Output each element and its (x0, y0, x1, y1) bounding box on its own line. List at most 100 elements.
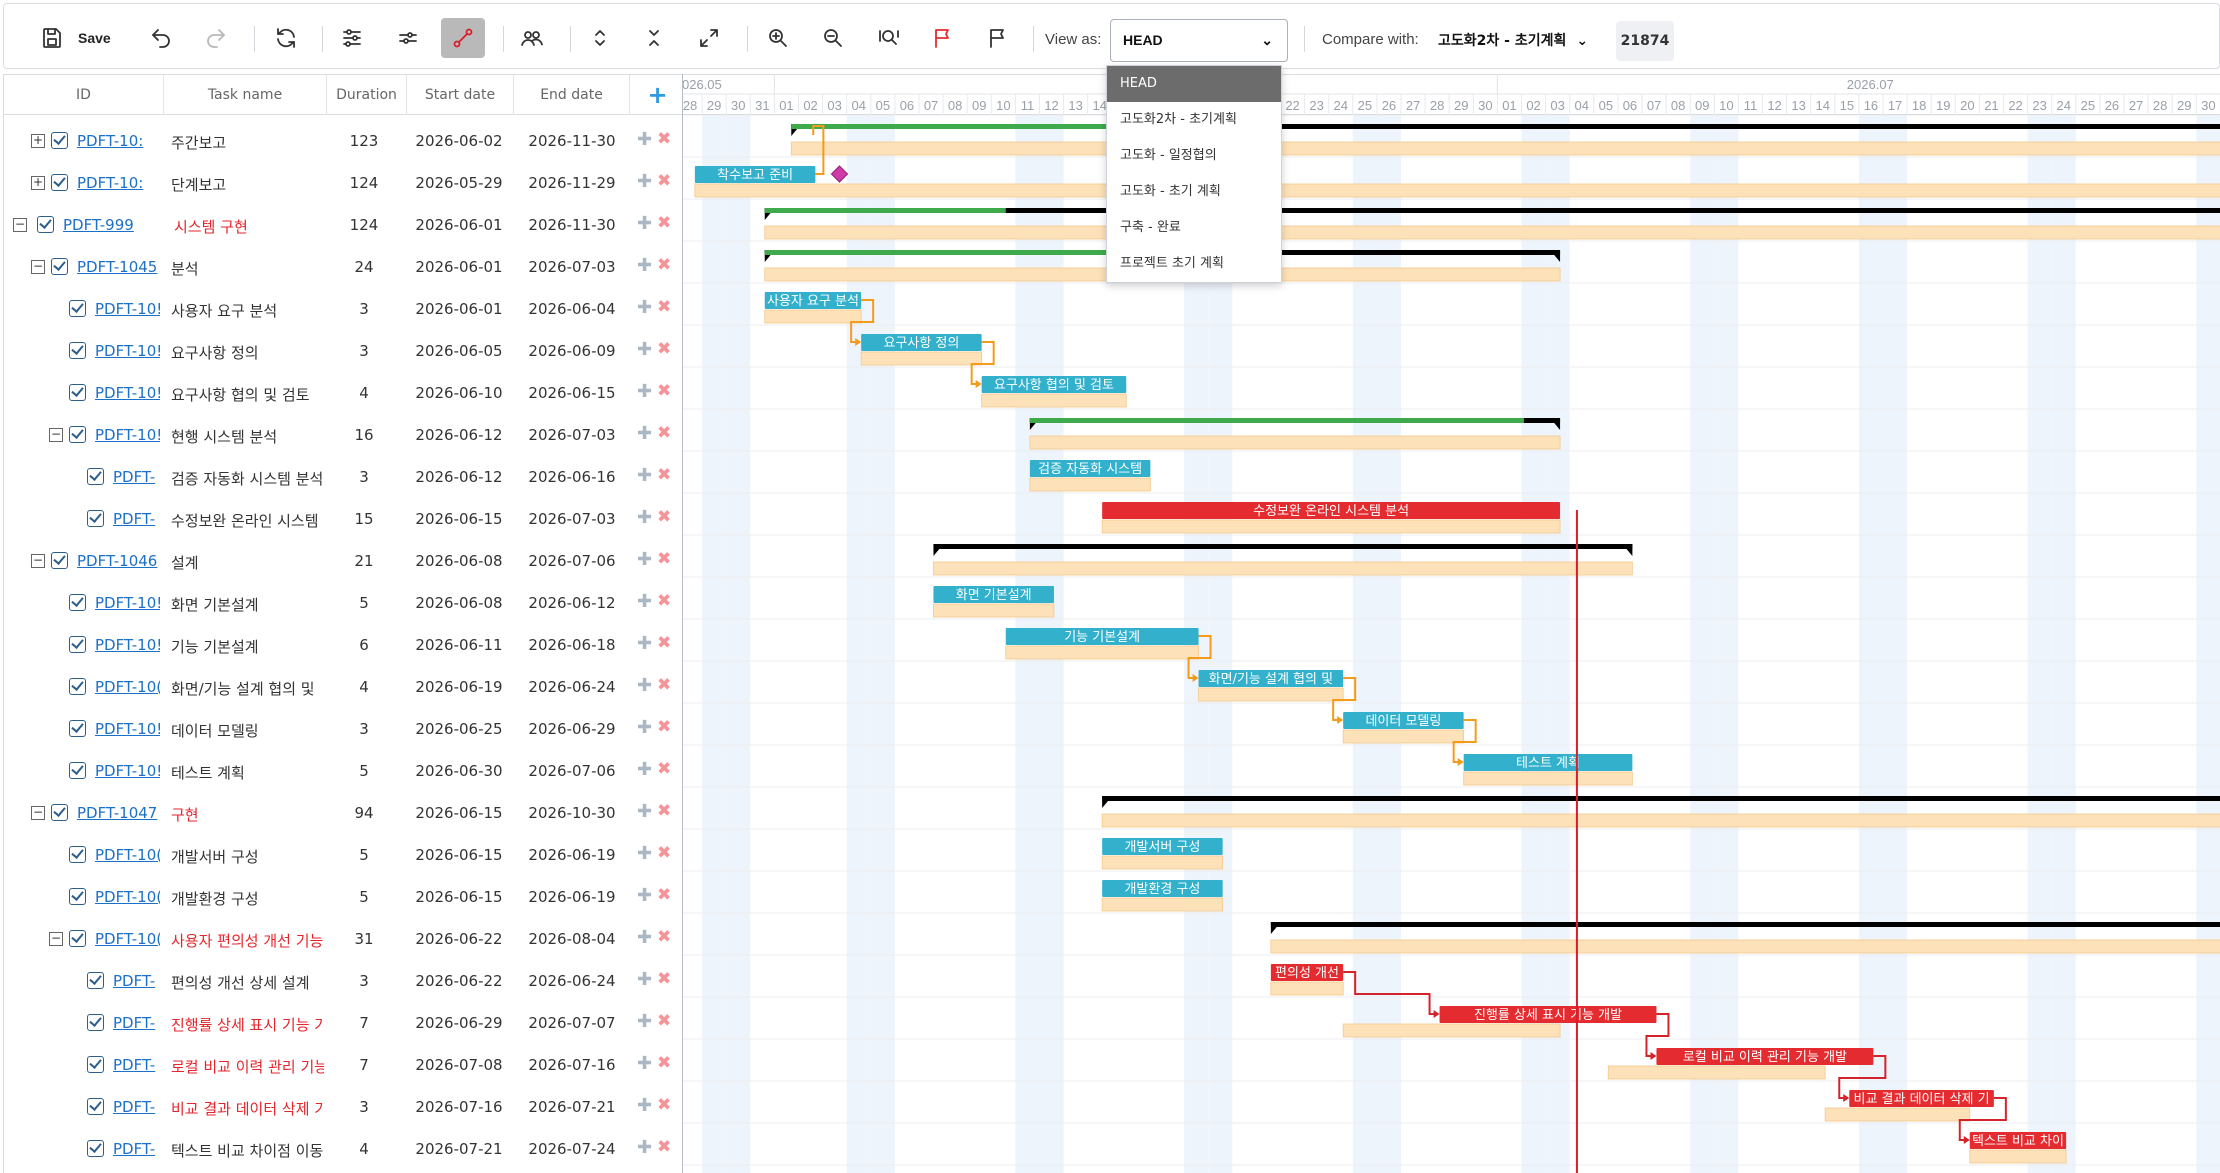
collapse-toggle[interactable]: − (49, 427, 63, 442)
task-id-link[interactable]: PDFT- (113, 468, 156, 486)
delete-task-button[interactable]: ✖ (657, 1137, 672, 1157)
delete-task-button[interactable]: ✖ (657, 969, 672, 989)
table-row[interactable]: PDFT-10! 요구사항 협의 및 검토 4 2026-06-10 2026-06-1… (4, 372, 685, 414)
grid-resizer[interactable] (682, 74, 683, 1173)
task-checkbox[interactable] (69, 342, 86, 359)
task-checkbox[interactable] (51, 174, 68, 191)
task-checkbox[interactable] (87, 1056, 104, 1073)
add-subtask-button[interactable]: ✚ (637, 549, 653, 570)
add-subtask-button[interactable]: ✚ (637, 759, 653, 780)
task-checkbox[interactable] (69, 300, 86, 317)
settings-sliders-button[interactable] (332, 18, 372, 58)
expand-toggle[interactable]: + (31, 133, 45, 148)
task-checkbox[interactable] (51, 552, 68, 569)
task-id-link[interactable]: PDFT- (113, 510, 156, 528)
add-subtask-button[interactable]: ✚ (637, 507, 653, 528)
add-subtask-button[interactable]: ✚ (637, 255, 653, 276)
task-checkbox[interactable] (51, 804, 68, 821)
view-as-option[interactable]: 프로젝트 초기 계획 (1120, 256, 1224, 271)
task-checkbox[interactable] (69, 930, 86, 947)
delete-task-button[interactable]: ✖ (657, 927, 672, 947)
critical-path-button[interactable] (441, 18, 485, 58)
task-id-link[interactable]: PDFT- (113, 972, 156, 990)
task-id-link[interactable]: PDFT-10! (95, 384, 160, 402)
add-subtask-button[interactable]: ✚ (637, 381, 653, 402)
collapse-toggle[interactable]: − (13, 217, 27, 232)
task-checkbox[interactable] (87, 468, 104, 485)
table-row[interactable]: − PDFT-10! 현행 시스템 분석 16 2026-06-12 2026-07-03… (4, 414, 685, 456)
zoom-in-button[interactable] (758, 18, 798, 58)
table-row[interactable]: − PDFT-1047 구현 94 2026-06-15 2026-10-30 ✚ ✖ (4, 792, 685, 834)
task-id-link[interactable]: PDFT-10! (95, 300, 160, 318)
task-id-link[interactable]: PDFT-10! (95, 762, 160, 780)
expand-all-button[interactable] (580, 18, 620, 58)
zoom-out-button[interactable] (813, 18, 853, 58)
task-id-link[interactable]: PDFT-10( (95, 846, 160, 864)
add-subtask-button[interactable]: ✚ (637, 423, 653, 444)
delete-task-button[interactable]: ✖ (657, 1053, 672, 1073)
compare-with-select[interactable]: 고도화2차 - 초기계획 ⌄ (1438, 30, 1588, 50)
table-row[interactable]: PDFT- 검증 자동화 시스템 분석 3 2026-06-12 2026-06-16 ✚… (4, 456, 685, 498)
add-subtask-button[interactable]: ✚ (637, 129, 653, 150)
view-as-select[interactable]: HEAD ⌄ (1110, 19, 1288, 62)
add-subtask-button[interactable]: ✚ (637, 927, 653, 948)
resources-button[interactable] (512, 18, 552, 58)
task-id-link[interactable]: PDFT-10! (95, 342, 160, 360)
table-row[interactable]: − PDFT-1045 분석 24 2026-06-01 2026-07-03 ✚ ✖ (4, 246, 685, 288)
task-checkbox[interactable] (51, 258, 68, 275)
add-subtask-button[interactable]: ✚ (637, 717, 653, 738)
collapse-all-button[interactable] (634, 18, 674, 58)
task-checkbox[interactable] (37, 216, 54, 233)
delete-task-button[interactable]: ✖ (657, 339, 672, 359)
table-row[interactable]: PDFT-10! 사용자 요구 분석 3 2026-06-01 2026-06-04 ✚ ✖ (4, 288, 685, 330)
collapse-toggle[interactable]: − (49, 931, 63, 946)
task-id-link[interactable]: PDFT- (113, 1098, 156, 1116)
task-id-link[interactable]: PDFT-1045 (77, 258, 158, 276)
delete-task-button[interactable]: ✖ (657, 549, 672, 569)
task-checkbox[interactable] (87, 1098, 104, 1115)
task-checkbox[interactable] (87, 510, 104, 527)
table-row[interactable]: PDFT-10(화면/기능 설계 협의 및 4 2026-06-19 2026-06-… (4, 666, 685, 708)
add-subtask-button[interactable]: ✚ (637, 1011, 653, 1032)
delete-task-button[interactable]: ✖ (657, 129, 672, 149)
view-as-option[interactable]: 고도화 - 일정협의 (1120, 148, 1217, 163)
table-row[interactable]: PDFT-10(개발서버 구성 5 2026-06-15 2026-06-19 ✚ ✖ (4, 834, 685, 876)
task-id-link[interactable]: PDFT-10( (95, 930, 160, 948)
column-header-start-date[interactable]: Start date (407, 75, 514, 115)
flag-button[interactable] (978, 18, 1018, 58)
table-row[interactable]: PDFT-10! 테스트 계획 5 2026-06-30 2026-07-06 ✚ ✖ (4, 750, 685, 792)
view-as-option[interactable]: 고도화2차 - 초기계획 (1120, 112, 1237, 127)
delete-task-button[interactable]: ✖ (657, 1011, 672, 1031)
delete-task-button[interactable]: ✖ (657, 255, 672, 275)
delete-task-button[interactable]: ✖ (657, 801, 672, 821)
delete-task-button[interactable]: ✖ (657, 633, 672, 653)
add-subtask-button[interactable]: ✚ (637, 339, 653, 360)
task-checkbox[interactable] (87, 1014, 104, 1031)
table-row[interactable]: PDFT- 로컬 비교 이력 관리 기능 7 2026-07-08 2026-07-16… (4, 1044, 685, 1086)
column-header-id[interactable]: ID (4, 75, 164, 115)
task-id-link[interactable]: PDFT-10( (95, 888, 160, 906)
table-row[interactable]: − PDFT-10(사용자 편의성 개선 기능 31 2026-06-22 2026-0… (4, 918, 685, 960)
table-row[interactable]: PDFT-10(개발환경 구성 5 2026-06-15 2026-06-19 ✚ ✖ (4, 876, 685, 918)
task-checkbox[interactable] (69, 384, 86, 401)
table-row[interactable]: PDFT-10! 기능 기본설계 6 2026-06-11 2026-06-18 ✚ ✖ (4, 624, 685, 666)
red-flag-button[interactable] (923, 18, 963, 58)
task-checkbox[interactable] (69, 762, 86, 779)
task-checkbox[interactable] (69, 636, 86, 653)
table-row[interactable]: + PDFT-10: 주간보고 123 2026-06-02 2026-11-30 ✚ ✖ (4, 120, 685, 162)
collapse-toggle[interactable]: − (31, 805, 45, 820)
column-header-end-date[interactable]: End date (514, 75, 630, 115)
filter-sliders-button[interactable] (388, 18, 428, 58)
zoom-fit-button[interactable] (868, 18, 908, 58)
delete-task-button[interactable]: ✖ (657, 465, 672, 485)
table-row[interactable]: PDFT-10! 화면 기본설계 5 2026-06-08 2026-06-12 ✚ ✖ (4, 582, 685, 624)
task-checkbox[interactable] (69, 846, 86, 863)
task-checkbox[interactable] (69, 426, 86, 443)
task-checkbox[interactable] (69, 720, 86, 737)
delete-task-button[interactable]: ✖ (657, 717, 672, 737)
table-row[interactable]: + PDFT-10: 단계보고 124 2026-05-29 2026-11-29 ✚ ✖ (4, 162, 685, 204)
add-subtask-button[interactable]: ✚ (637, 801, 653, 822)
table-row[interactable]: PDFT-10! 데이터 모델링 3 2026-06-25 2026-06-29 ✚ ✖ (4, 708, 685, 750)
table-row[interactable]: − PDFT-999 시스템 구현 124 2026-06-01 2026-11-30 ✚ ✖ (4, 204, 685, 246)
task-checkbox[interactable] (87, 1140, 104, 1157)
